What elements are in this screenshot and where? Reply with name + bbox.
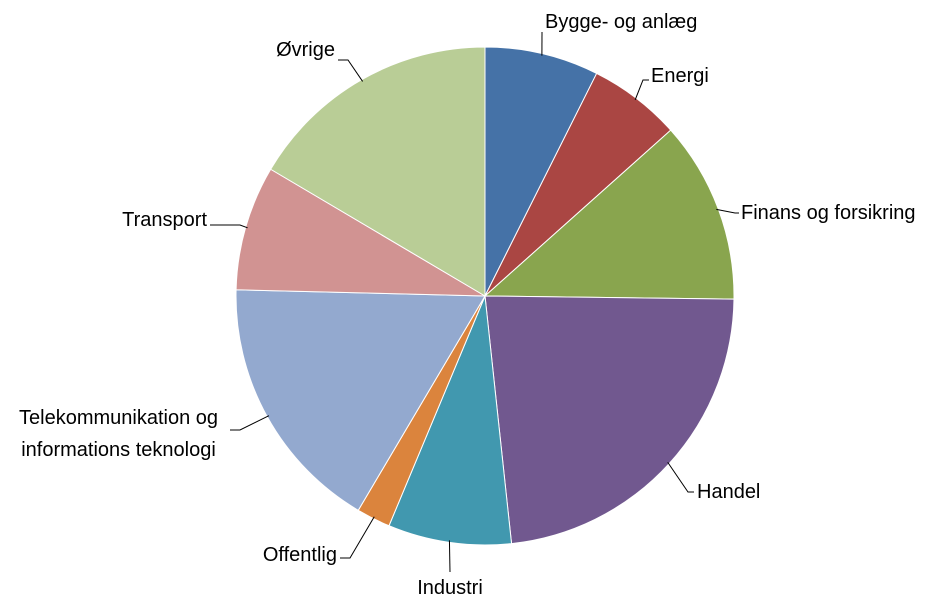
leader-line xyxy=(210,225,248,228)
leader-line xyxy=(338,60,363,81)
leader-line xyxy=(340,517,374,558)
slice-label: Handel xyxy=(697,476,760,508)
slice-label: Bygge- og anlæg xyxy=(545,6,697,38)
leader-line xyxy=(635,80,649,100)
slice-label: Telekommunikation og informations teknol… xyxy=(11,402,226,466)
slice-label: Industri xyxy=(417,572,483,604)
leader-line xyxy=(668,462,694,492)
slice-label: Øvrige xyxy=(276,34,335,66)
leader-line xyxy=(449,540,450,572)
slice-label: Offentlig xyxy=(263,539,337,571)
slice-label: Energi xyxy=(651,60,709,92)
slice-label: Finans og forsikring xyxy=(741,197,916,229)
leader-line xyxy=(230,416,269,430)
slice-label: Transport xyxy=(122,204,207,236)
